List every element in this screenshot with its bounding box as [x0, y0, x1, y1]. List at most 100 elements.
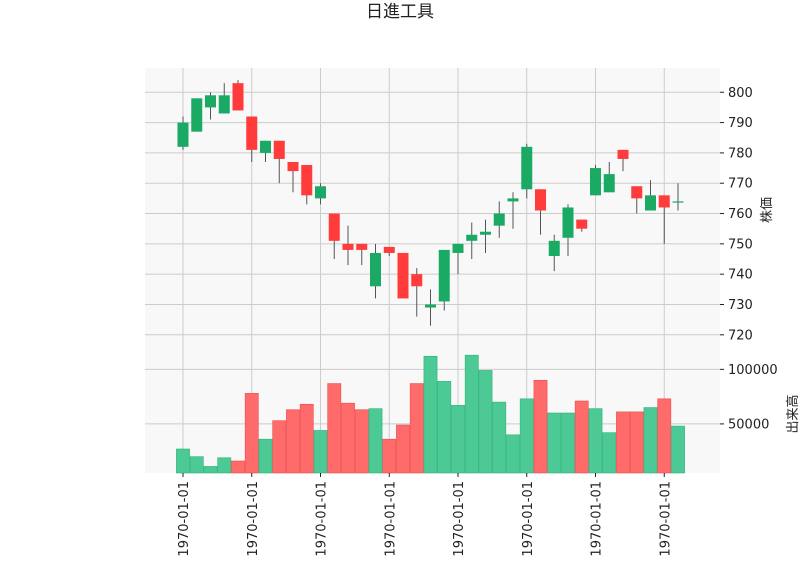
candle-body [425, 304, 436, 308]
price-tick-label: 740 [728, 268, 753, 283]
candle-body [521, 146, 533, 190]
volume-bar [396, 424, 410, 474]
x-tick-label: 1970-01-01 [246, 481, 261, 557]
volume-bar [244, 393, 259, 474]
candle-body [452, 243, 464, 253]
volume-bar [478, 370, 493, 474]
volume-bar [354, 409, 369, 474]
volume-bar [189, 456, 204, 474]
volume-bar [258, 438, 273, 474]
volume-bar [272, 420, 287, 474]
price-tick-label: 750 [728, 237, 753, 252]
candle-body [218, 95, 230, 114]
volume-bar [286, 409, 300, 474]
candle-body [356, 243, 368, 250]
volume-bar [574, 400, 589, 474]
candle-body [177, 122, 189, 147]
volume-bar [519, 398, 534, 474]
price-tick-label: 720 [728, 328, 753, 343]
volume-bar [492, 401, 507, 474]
axis-ticks: 720 730 740 750 760 770 780 790 800 50000 100000 19… [177, 86, 778, 557]
candle-body [370, 252, 381, 287]
chart-title: 日進工具 [366, 2, 434, 22]
volume-bar [588, 408, 603, 474]
volume-bar [299, 403, 314, 474]
price-tick-label: 730 [728, 298, 753, 313]
volume-bars [176, 354, 685, 474]
volume-bar [616, 411, 630, 474]
volume-bar [382, 438, 397, 474]
volume-bar [533, 379, 548, 474]
candle-body [328, 213, 340, 241]
x-tick-label: 1970-01-01 [590, 481, 605, 557]
price-tick-label: 760 [728, 207, 753, 222]
candle-body [672, 201, 684, 203]
candle-body [383, 246, 395, 253]
candle-body [603, 174, 615, 193]
candle-body [273, 140, 285, 159]
volume-tick-label: 100000 [728, 363, 778, 378]
x-tick-label: 1970-01-01 [452, 481, 467, 557]
volume-bar [313, 430, 328, 474]
candles [177, 80, 684, 326]
candle-body [246, 116, 258, 150]
volume-axis-label: 出来高 [785, 394, 800, 433]
candle-body [617, 149, 629, 159]
candle-body [411, 274, 423, 287]
volume-bar [176, 448, 190, 474]
volume-bar [423, 355, 438, 474]
volume-bar [464, 354, 479, 474]
candle-body [301, 165, 313, 196]
candle-body [205, 95, 216, 108]
candle-body [590, 168, 601, 196]
volume-bar [506, 434, 520, 474]
volume-bar [437, 381, 452, 474]
candle-body [466, 234, 478, 241]
volume-bar [231, 460, 245, 474]
volume-bar [327, 383, 342, 474]
candle-body [507, 198, 519, 202]
candle-body [535, 189, 546, 211]
x-tick-label: 1970-01-01 [383, 481, 398, 557]
volume-tick-label: 50000 [728, 417, 769, 432]
x-tick-label: 1970-01-01 [315, 481, 330, 557]
price-panel-background [145, 68, 720, 353]
volume-bar [657, 398, 672, 474]
x-tick-label: 1970-01-01 [658, 481, 673, 557]
volume-bar [409, 383, 424, 474]
volume-bar [561, 412, 575, 474]
candle-body [645, 195, 656, 211]
candle-body [480, 231, 491, 235]
price-tick-label: 780 [728, 146, 753, 161]
volume-bar [602, 432, 617, 474]
candle-body [315, 186, 326, 199]
candle-body [576, 219, 588, 229]
candle-body [287, 161, 299, 172]
candle-body [191, 98, 203, 132]
candle-body [232, 83, 244, 111]
candle-body [493, 213, 505, 226]
volume-bar [217, 457, 232, 474]
x-tick-label: 1970-01-01 [177, 481, 192, 557]
x-tick-label: 1970-01-01 [521, 481, 536, 557]
candle-body [548, 240, 560, 256]
volume-bar [451, 405, 465, 474]
candle-body [342, 243, 354, 250]
volume-bar [629, 411, 644, 474]
candle-body [631, 186, 643, 199]
candle-body [562, 207, 574, 238]
price-tick-label: 790 [728, 116, 753, 131]
volume-bar [547, 412, 562, 474]
candle-body [260, 140, 271, 153]
price-tick-label: 770 [728, 177, 753, 192]
candle-body [438, 249, 450, 302]
candle-body [397, 252, 409, 299]
volume-bar [203, 466, 218, 474]
volume-bar [368, 408, 383, 474]
volume-bar [341, 402, 355, 474]
candle-body [658, 195, 670, 208]
price-tick-label: 800 [728, 86, 753, 101]
volume-bar [671, 425, 685, 474]
